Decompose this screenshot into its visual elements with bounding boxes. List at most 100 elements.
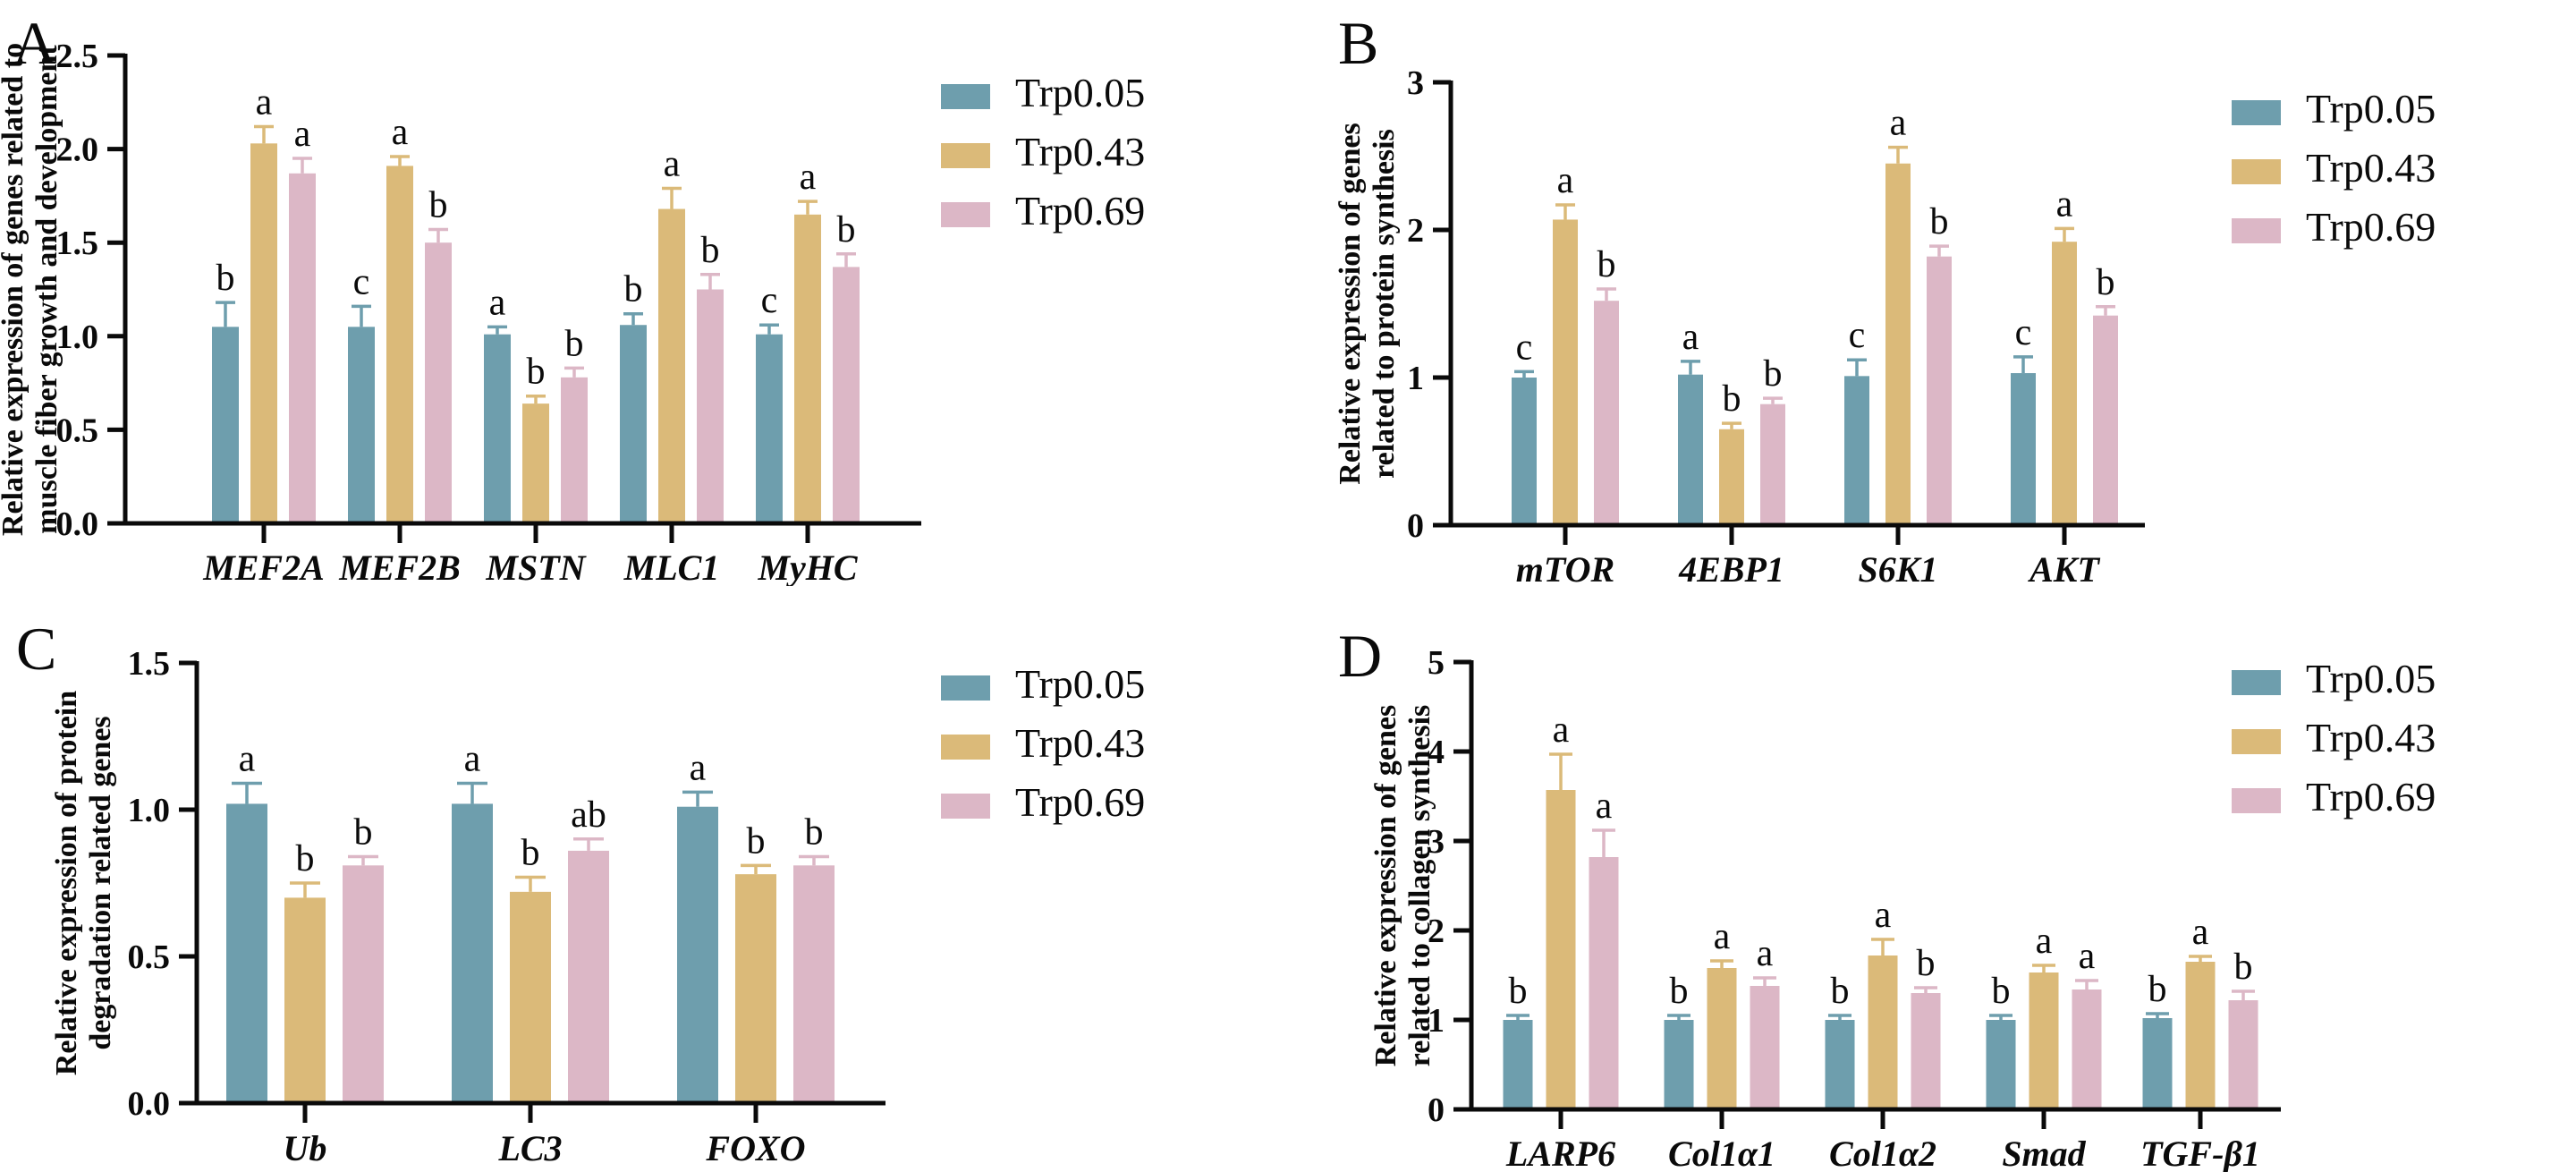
bar-Trp0.05-LARP6 — [1503, 1020, 1533, 1109]
y-tick-label: 1.5 — [56, 225, 99, 262]
legend-label-Trp0.05: Trp0.05 — [1015, 70, 1145, 115]
category-label-FOXO: FOXO — [705, 1128, 805, 1168]
sig-letter: a — [690, 747, 707, 788]
bar-Trp0.69-TGF-β1 — [2228, 1000, 2258, 1109]
sig-letter: c — [1516, 327, 1533, 368]
y-axis-title-line1: Relative expression of genes — [1334, 123, 1367, 484]
sig-letter: c — [353, 261, 370, 302]
sig-letter: b — [1831, 971, 1850, 1012]
y-tick-label: 0 — [1407, 507, 1424, 545]
bar-Trp0.69-MEF2B — [425, 242, 452, 523]
sig-letter: b — [296, 838, 315, 879]
sig-letter: a — [2079, 936, 2096, 977]
sig-letter: b — [1509, 971, 1528, 1012]
legend-swatch-Trp0.05 — [941, 84, 990, 109]
category-label-AKT: AKT — [2027, 549, 2100, 586]
chart-panel-c: a a ab b bb ab b0.00.51.01.5Ub LC3 FOXORelative … — [50, 645, 1145, 1168]
category-label-LARP6: LARP6 — [1505, 1134, 1615, 1172]
axes-layer: 0 1 2 3 4 5 LARP6 Col1α1 Col1α2 Smad TGF-β1 Relativ… — [1369, 644, 2281, 1172]
category-label-LC3: LC3 — [497, 1128, 562, 1168]
bar-Trp0.69-MEF2A — [289, 173, 316, 523]
sig-letter: a — [1890, 103, 1907, 144]
legend-label-Trp0.43: Trp0.43 — [2306, 145, 2436, 191]
legend-label-Trp0.05: Trp0.05 — [2306, 86, 2436, 132]
category-label-Col1α2: Col1α2 — [1829, 1134, 1936, 1172]
panel-d: D b b b b b a a a a a a a b a b 0 1 2 3 4 5 LARP6 Col1α1 Col1α2… — [1288, 586, 2576, 1172]
y-axis-title-line2: related to collagen synthesis — [1403, 705, 1436, 1067]
category-label-S6K1: S6K1 — [1859, 549, 1938, 586]
sig-letter: b — [747, 820, 766, 862]
bar-Trp0.69-4EBP1 — [1760, 403, 1785, 525]
legend-swatch-Trp0.43 — [941, 143, 990, 168]
legend: Trp0.05 Trp0.43 Trp0.69 — [941, 70, 1145, 234]
sig-letter: b — [1723, 378, 1741, 420]
sig-letter: b — [521, 832, 540, 873]
category-label-Col1α1: Col1α1 — [1668, 1134, 1775, 1172]
legend: Trp0.05 Trp0.43 Trp0.69 — [2232, 656, 2436, 820]
sig-letter: ab — [571, 794, 606, 836]
bar-Trp0.43-Smad — [2029, 972, 2059, 1109]
bar-Trp0.05-MEF2B — [348, 327, 375, 523]
bar-Trp0.43-TGF-β1 — [2185, 962, 2216, 1109]
sig-letter: b — [216, 258, 235, 299]
category-label-TGF-β1: TGF-β1 — [2140, 1134, 2260, 1172]
sig-letter: c — [1849, 315, 1866, 356]
legend-label-Trp0.43: Trp0.43 — [2306, 715, 2436, 760]
bar-Trp0.69-FOXO — [793, 865, 835, 1103]
legend: Trp0.05 Trp0.43 Trp0.69 — [2232, 86, 2436, 250]
sig-letter: a — [392, 112, 409, 153]
bar-Trp0.05-LC3 — [452, 803, 493, 1103]
legend-label-Trp0.69: Trp0.69 — [1015, 188, 1145, 234]
panel-label-c: C — [16, 615, 57, 683]
sig-letter: a — [2056, 183, 2073, 225]
sig-letter: a — [489, 282, 506, 323]
bar-Trp0.05-FOXO — [677, 806, 718, 1103]
sig-letter: b — [805, 811, 824, 853]
panel-label-d: D — [1338, 622, 1383, 690]
y-tick-label: 2.5 — [56, 38, 99, 75]
y-tick-label: 1 — [1407, 360, 1424, 397]
sig-letter: a — [2036, 921, 2053, 962]
legend-swatch-Trp0.69 — [2232, 218, 2281, 243]
panel-b: B c a c c a b a a b b b b 0 1 2 3 mTOR 4EBP1 S6K1 AKT Relati… — [1288, 0, 2576, 586]
bar-Trp0.69-AKT — [2093, 315, 2118, 525]
bar-Trp0.69-LC3 — [568, 850, 609, 1103]
legend-label-Trp0.05: Trp0.05 — [2306, 656, 2436, 701]
bar-Trp0.69-mTOR — [1594, 301, 1619, 525]
y-axis-title-line2: related to protein synthesis — [1368, 129, 1401, 479]
bar-Trp0.69-Smad — [2072, 989, 2102, 1109]
sig-letter: b — [837, 209, 856, 251]
legend-label-Trp0.05: Trp0.05 — [1015, 661, 1145, 707]
bar-Trp0.43-Col1α1 — [1707, 968, 1737, 1109]
legend-swatch-Trp0.43 — [941, 735, 990, 760]
y-tick-label: 1.0 — [128, 792, 171, 829]
y-tick-label: 0.5 — [56, 412, 99, 449]
sig-letter: a — [1557, 160, 1574, 201]
y-axis-title-line2: degradation related genes — [84, 716, 117, 1049]
bar-Trp0.05-AKT — [2011, 373, 2036, 525]
sig-letter: c — [761, 280, 778, 321]
y-axis-title-line1: Relative expression of protein — [50, 691, 83, 1075]
sig-letter: a — [239, 738, 256, 779]
legend-swatch-Trp0.69 — [941, 202, 990, 227]
y-tick-label: 0.5 — [128, 938, 171, 976]
bar-Trp0.69-Ub — [343, 865, 384, 1103]
legend-swatch-Trp0.43 — [2232, 159, 2281, 184]
category-label-mTOR: mTOR — [1516, 549, 1614, 586]
y-tick-label: 1 — [1428, 1002, 1445, 1040]
sig-letter: b — [1930, 201, 1949, 242]
bar-Trp0.69-S6K1 — [1927, 256, 1952, 525]
axes-layer: 0.0 0.5 1.0 1.5 2.0 2.5 MEF2A MEF2B MSTN MLC1 MyHC… — [0, 38, 921, 586]
bar-Trp0.69-MLC1 — [697, 289, 724, 523]
panel-label-b: B — [1338, 9, 1379, 77]
sig-letter: b — [1992, 971, 2011, 1012]
bar-Trp0.43-4EBP1 — [1719, 429, 1744, 525]
legend: Trp0.05 Trp0.43 Trp0.69 — [941, 661, 1145, 825]
sig-letter: b — [527, 352, 546, 393]
bar-Trp0.69-LARP6 — [1589, 857, 1619, 1109]
